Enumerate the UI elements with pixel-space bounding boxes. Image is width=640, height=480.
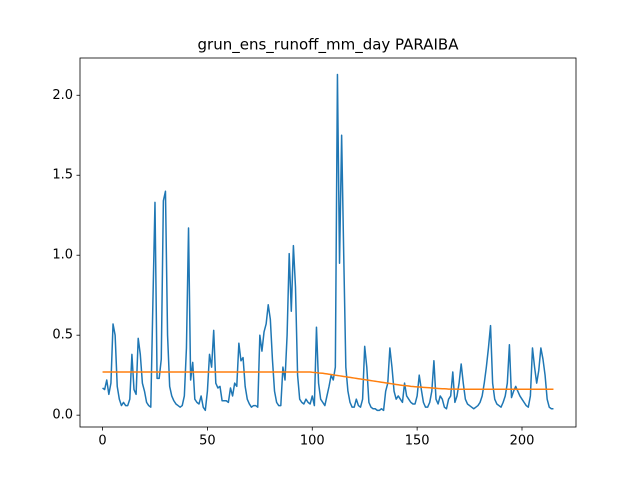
chart-title: grun_ens_runoff_mm_day PARAIBA — [198, 36, 460, 55]
x-tick-label: 100 — [300, 434, 325, 449]
x-tick-label: 150 — [405, 434, 430, 449]
series-line — [102, 73, 554, 412]
x-tick-label: 200 — [510, 434, 535, 449]
axes-frame — [79, 57, 577, 428]
x-tick-label: 50 — [199, 434, 216, 449]
y-tick-label: 1.5 — [52, 168, 73, 183]
series-line — [102, 371, 554, 390]
y-tick-label: 0.0 — [52, 408, 73, 423]
y-tick-label: 0.5 — [52, 328, 73, 343]
x-tick-label: 0 — [98, 434, 106, 449]
y-tick-label: 1.0 — [52, 248, 73, 263]
y-tick-label: 2.0 — [52, 88, 73, 103]
